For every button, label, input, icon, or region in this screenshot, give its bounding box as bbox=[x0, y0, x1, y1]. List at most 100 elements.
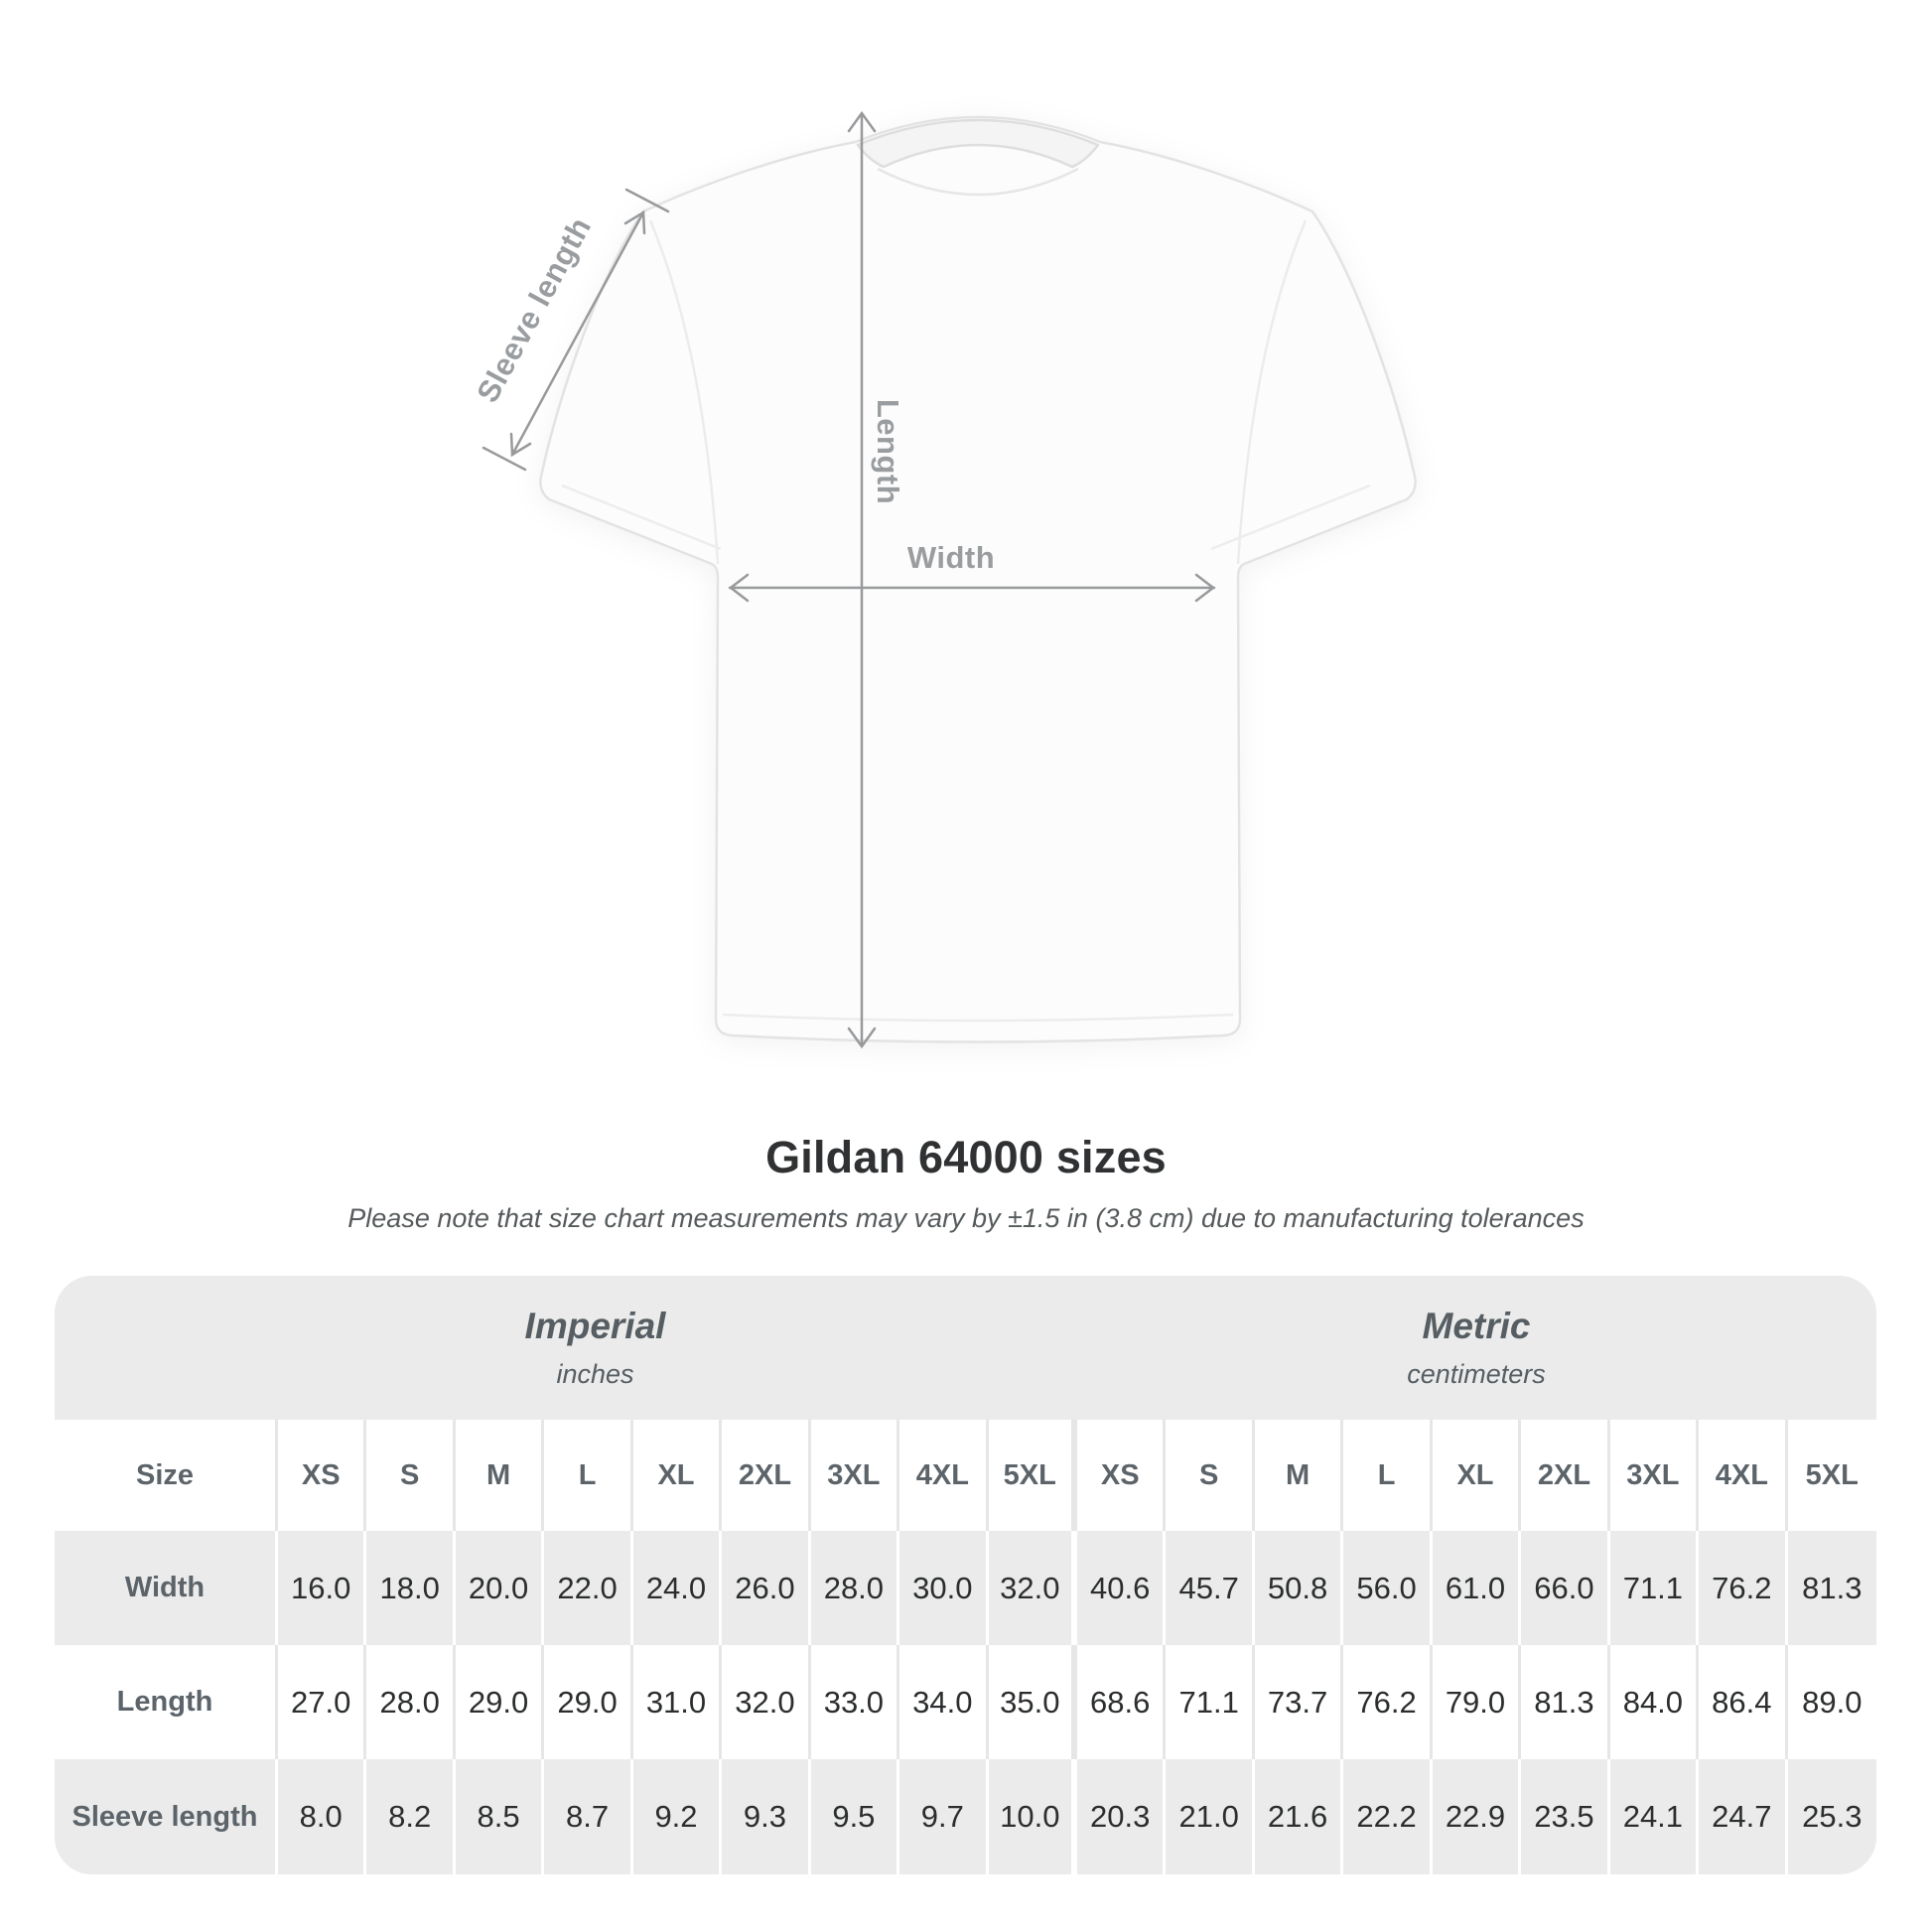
size-header-cell: 3XL bbox=[810, 1420, 900, 1531]
tshirt-shape bbox=[539, 115, 1417, 1043]
value-cell: 61.0 bbox=[1432, 1531, 1522, 1645]
imperial-unit-label: inches bbox=[556, 1359, 634, 1389]
value-cell: 73.7 bbox=[1254, 1645, 1344, 1759]
size-header-cell: XS bbox=[1076, 1420, 1167, 1531]
value-cell: 27.0 bbox=[278, 1645, 367, 1759]
value-cell: 16.0 bbox=[278, 1531, 367, 1645]
size-header-cell: 4XL bbox=[1699, 1420, 1788, 1531]
page-title: Gildan 64000 sizes bbox=[765, 1132, 1167, 1182]
collar bbox=[856, 118, 1100, 169]
value-cell: 45.7 bbox=[1166, 1531, 1255, 1645]
value-cell: 8.2 bbox=[366, 1759, 456, 1874]
sleeve-row-label: Sleeve length bbox=[55, 1759, 278, 1874]
metric-label: Metric bbox=[1422, 1306, 1531, 1346]
value-cell: 24.0 bbox=[632, 1531, 723, 1645]
value-cell: 81.3 bbox=[1521, 1645, 1610, 1759]
value-cell: 28.0 bbox=[810, 1531, 900, 1645]
value-cell: 89.0 bbox=[1787, 1645, 1876, 1759]
value-cell: 9.2 bbox=[632, 1759, 723, 1874]
value-cell: 32.0 bbox=[988, 1531, 1077, 1645]
value-cell: 86.4 bbox=[1699, 1645, 1788, 1759]
value-cell: 68.6 bbox=[1076, 1645, 1167, 1759]
value-cell: 29.0 bbox=[455, 1645, 545, 1759]
size-header-cell: S bbox=[1166, 1420, 1255, 1531]
length-dimension-line bbox=[847, 110, 877, 1049]
value-cell: 8.7 bbox=[544, 1759, 633, 1874]
value-cell: 32.0 bbox=[722, 1645, 811, 1759]
size-header-cell: S bbox=[366, 1420, 456, 1531]
value-cell: 8.5 bbox=[455, 1759, 545, 1874]
tolerance-note: Please note that size chart measurements… bbox=[347, 1203, 1585, 1233]
value-cell: 9.7 bbox=[899, 1759, 989, 1874]
imperial-label: Imperial bbox=[524, 1306, 666, 1346]
size-table: Imperial inches Metric centimeters Size … bbox=[55, 1276, 1876, 1874]
value-cell: 35.0 bbox=[988, 1645, 1077, 1759]
value-cell: 66.0 bbox=[1521, 1531, 1610, 1645]
value-cell: 84.0 bbox=[1609, 1645, 1700, 1759]
size-header-cell: M bbox=[455, 1420, 545, 1531]
value-cell: 29.0 bbox=[544, 1645, 633, 1759]
size-header-cell: XL bbox=[632, 1420, 723, 1531]
value-cell: 76.2 bbox=[1699, 1531, 1788, 1645]
value-cell: 26.0 bbox=[722, 1531, 811, 1645]
width-label: Width bbox=[907, 540, 995, 575]
value-cell: 76.2 bbox=[1343, 1645, 1433, 1759]
value-cell: 30.0 bbox=[899, 1531, 989, 1645]
value-cell: 31.0 bbox=[632, 1645, 723, 1759]
sleeve-length-row: Sleeve length 8.0 8.2 8.5 8.7 9.2 9.3 9.5 9.7 10… bbox=[55, 1759, 1876, 1874]
size-header-cell: 5XL bbox=[988, 1420, 1077, 1531]
value-cell: 79.0 bbox=[1432, 1645, 1522, 1759]
size-header-cell: 4XL bbox=[899, 1420, 989, 1531]
value-cell: 9.3 bbox=[722, 1759, 811, 1874]
value-cell: 34.0 bbox=[899, 1645, 989, 1759]
metric-header: Metric centimeters bbox=[1076, 1276, 1876, 1420]
size-header-cell: L bbox=[544, 1420, 633, 1531]
size-header-cell: 2XL bbox=[1521, 1420, 1610, 1531]
value-cell: 8.0 bbox=[278, 1759, 367, 1874]
size-header-cell: XS bbox=[278, 1420, 367, 1531]
value-cell: 71.1 bbox=[1609, 1531, 1700, 1645]
length-row-label: Length bbox=[55, 1645, 278, 1759]
value-cell: 20.3 bbox=[1076, 1759, 1167, 1874]
value-cell: 33.0 bbox=[810, 1645, 900, 1759]
value-cell: 22.2 bbox=[1343, 1759, 1433, 1874]
value-cell: 25.3 bbox=[1787, 1759, 1876, 1874]
imperial-header: Imperial inches bbox=[55, 1276, 1076, 1420]
width-row-label: Width bbox=[55, 1531, 278, 1645]
value-cell: 10.0 bbox=[988, 1759, 1077, 1874]
length-row: Length 27.0 28.0 29.0 29.0 31.0 32.0 33.0 34.0 3… bbox=[55, 1645, 1876, 1759]
value-cell: 40.6 bbox=[1076, 1531, 1167, 1645]
size-header-row: Size XS S M L XL 2XL 3XL 4XL 5XL XS S M L XL 2XL 3XL 4XL… bbox=[55, 1420, 1876, 1531]
size-header-cell: L bbox=[1343, 1420, 1433, 1531]
size-header-cell: 2XL bbox=[722, 1420, 811, 1531]
value-cell: 28.0 bbox=[366, 1645, 456, 1759]
value-cell: 24.1 bbox=[1609, 1759, 1700, 1874]
value-cell: 81.3 bbox=[1787, 1531, 1876, 1645]
size-header-cell: 3XL bbox=[1609, 1420, 1700, 1531]
length-label: Length bbox=[871, 399, 905, 504]
units-header-band: Imperial inches Metric centimeters bbox=[55, 1276, 1876, 1420]
value-cell: 21.6 bbox=[1254, 1759, 1344, 1874]
tshirt-graphic: Sleeve length Length Width bbox=[470, 110, 1417, 1049]
value-cell: 22.9 bbox=[1432, 1759, 1522, 1874]
size-column-label: Size bbox=[55, 1420, 278, 1531]
value-cell: 24.7 bbox=[1699, 1759, 1788, 1874]
sleeve-dimension-line bbox=[482, 188, 670, 472]
size-header-cell: M bbox=[1254, 1420, 1344, 1531]
value-cell: 21.0 bbox=[1166, 1759, 1255, 1874]
size-header-cell: XL bbox=[1432, 1420, 1522, 1531]
value-cell: 71.1 bbox=[1166, 1645, 1255, 1759]
value-cell: 50.8 bbox=[1254, 1531, 1344, 1645]
value-cell: 20.0 bbox=[455, 1531, 545, 1645]
tshirt-diagram: Sleeve length Length Width bbox=[470, 110, 1417, 1049]
value-cell: 22.0 bbox=[544, 1531, 633, 1645]
value-cell: 56.0 bbox=[1343, 1531, 1433, 1645]
value-cell: 9.5 bbox=[810, 1759, 900, 1874]
size-header-cell: 5XL bbox=[1787, 1420, 1876, 1531]
metric-unit-label: centimeters bbox=[1407, 1359, 1546, 1389]
width-row: Width 16.0 18.0 20.0 22.0 24.0 26.0 28.0 30.0 32… bbox=[55, 1531, 1876, 1645]
value-cell: 18.0 bbox=[366, 1531, 456, 1645]
width-dimension-line bbox=[728, 573, 1216, 603]
value-cell: 23.5 bbox=[1521, 1759, 1610, 1874]
